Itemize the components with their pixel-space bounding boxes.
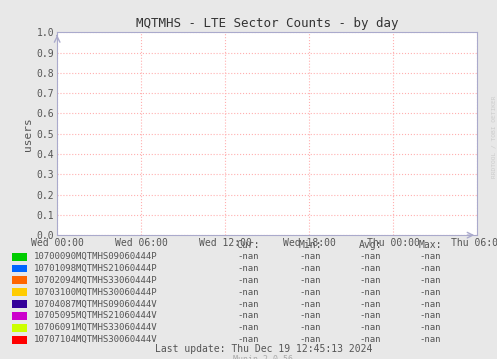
Text: -nan: -nan <box>238 264 259 273</box>
Text: -nan: -nan <box>238 276 259 285</box>
Text: 10705095MQTMHS21060444V: 10705095MQTMHS21060444V <box>34 311 158 321</box>
Text: -nan: -nan <box>300 323 322 332</box>
Text: -nan: -nan <box>419 264 441 273</box>
Text: -nan: -nan <box>238 252 259 261</box>
Text: -nan: -nan <box>238 299 259 309</box>
Text: -nan: -nan <box>359 299 381 309</box>
Text: -nan: -nan <box>238 323 259 332</box>
Text: Max:: Max: <box>418 240 442 250</box>
Text: -nan: -nan <box>419 311 441 321</box>
Text: Cur:: Cur: <box>237 240 260 250</box>
Text: 10704087MQTMHS09060444V: 10704087MQTMHS09060444V <box>34 299 158 309</box>
Text: -nan: -nan <box>359 252 381 261</box>
Text: -nan: -nan <box>419 335 441 344</box>
Text: Min:: Min: <box>299 240 323 250</box>
Text: -nan: -nan <box>419 276 441 285</box>
Text: -nan: -nan <box>359 311 381 321</box>
Text: -nan: -nan <box>300 288 322 297</box>
Text: Last update: Thu Dec 19 12:45:13 2024: Last update: Thu Dec 19 12:45:13 2024 <box>155 344 372 354</box>
Text: -nan: -nan <box>300 311 322 321</box>
Text: -nan: -nan <box>419 288 441 297</box>
Text: -nan: -nan <box>300 299 322 309</box>
Text: -nan: -nan <box>238 288 259 297</box>
Text: -nan: -nan <box>238 335 259 344</box>
Text: 10702094MQTMHS33060444P: 10702094MQTMHS33060444P <box>34 276 158 285</box>
Text: Munin 2.0.56: Munin 2.0.56 <box>234 355 293 359</box>
Text: 10701098MQTMHS21060444P: 10701098MQTMHS21060444P <box>34 264 158 273</box>
Title: MQTMHS - LTE Sector Counts - by day: MQTMHS - LTE Sector Counts - by day <box>136 17 399 30</box>
Text: -nan: -nan <box>419 252 441 261</box>
Text: -nan: -nan <box>359 264 381 273</box>
Text: -nan: -nan <box>359 323 381 332</box>
Text: RRDTOOL / TOBI OETIKER: RRDTOOL / TOBI OETIKER <box>491 95 496 178</box>
Text: 10703100MQTMHS30060444P: 10703100MQTMHS30060444P <box>34 288 158 297</box>
Text: -nan: -nan <box>359 276 381 285</box>
Y-axis label: users: users <box>22 117 33 151</box>
Text: -nan: -nan <box>238 311 259 321</box>
Text: -nan: -nan <box>419 299 441 309</box>
Text: -nan: -nan <box>300 264 322 273</box>
Text: -nan: -nan <box>359 288 381 297</box>
Text: -nan: -nan <box>300 335 322 344</box>
Text: 10706091MQTMHS33060444V: 10706091MQTMHS33060444V <box>34 323 158 332</box>
Text: -nan: -nan <box>359 335 381 344</box>
Text: -nan: -nan <box>300 276 322 285</box>
Text: -nan: -nan <box>419 323 441 332</box>
Text: 10700090MQTMHS09060444P: 10700090MQTMHS09060444P <box>34 252 158 261</box>
Text: Avg:: Avg: <box>358 240 382 250</box>
Text: 10707104MQTMHS30060444V: 10707104MQTMHS30060444V <box>34 335 158 344</box>
Text: -nan: -nan <box>300 252 322 261</box>
